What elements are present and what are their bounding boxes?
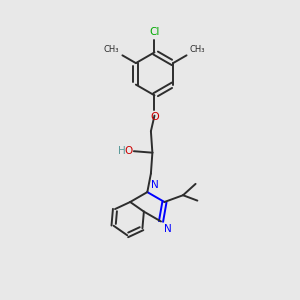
Text: N: N xyxy=(151,180,159,190)
Text: H: H xyxy=(118,146,125,156)
Text: N: N xyxy=(164,224,172,234)
Text: CH₃: CH₃ xyxy=(104,45,119,54)
Text: CH₃: CH₃ xyxy=(190,45,205,54)
Text: Cl: Cl xyxy=(149,27,160,37)
Text: O: O xyxy=(150,112,159,122)
Text: O: O xyxy=(125,146,133,156)
